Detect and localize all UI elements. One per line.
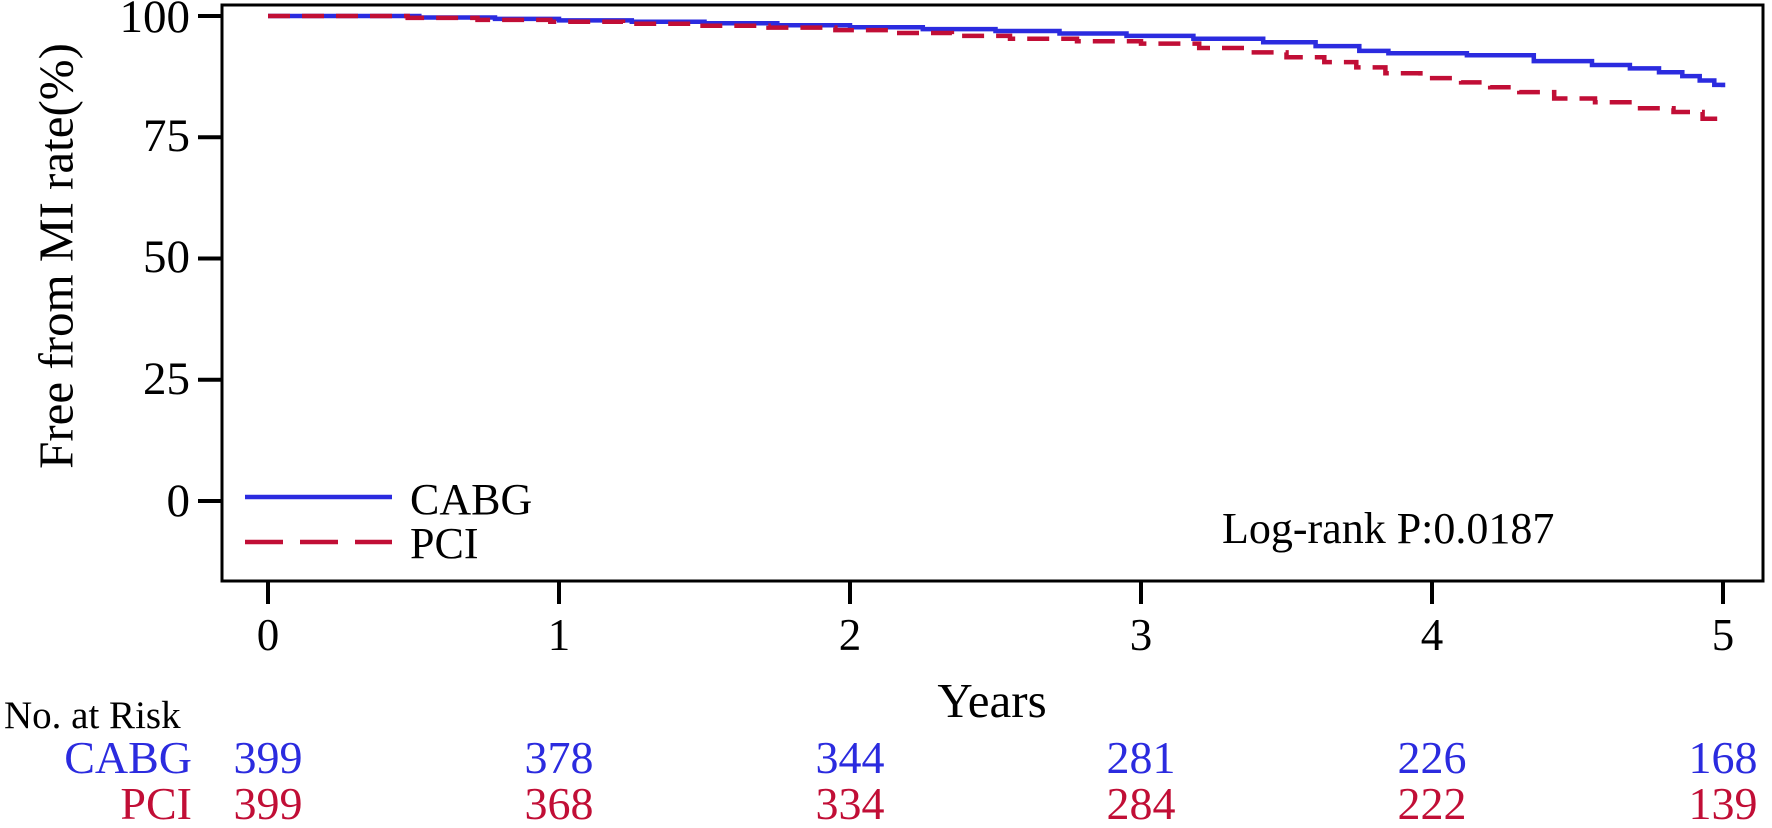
x-tick-label-2: 2 (838, 610, 862, 660)
y-tick-label-100: 100 (119, 0, 191, 43)
risk-value-cabg-5: 168 (1688, 732, 1758, 783)
x-tick-label-0: 0 (256, 610, 280, 660)
risk-row-label-cabg: CABG (64, 732, 192, 783)
log-rank-annotation: Log-rank P:0.0187 (1222, 504, 1555, 553)
risk-value-cabg-1: 378 (524, 732, 594, 783)
risk-value-pci-5: 139 (1688, 778, 1758, 828)
y-tick-label-0: 0 (166, 475, 191, 527)
risk-value-pci-0: 399 (233, 778, 303, 828)
risk-value-pci-4: 222 (1397, 778, 1467, 828)
x-tick-label-5: 5 (1711, 610, 1735, 660)
y-tick-label-75: 75 (143, 110, 190, 162)
risk-value-cabg-2: 344 (815, 732, 885, 783)
legend-label-pci: PCI (410, 519, 479, 568)
risk-value-pci-1: 368 (524, 778, 594, 828)
x-tick-label-1: 1 (547, 610, 571, 660)
risk-table-header: No. at Risk (4, 694, 181, 737)
y-tick-label-25: 25 (143, 353, 190, 405)
risk-value-pci-2: 334 (815, 778, 885, 828)
risk-value-pci-3: 284 (1106, 778, 1176, 828)
risk-value-cabg-0: 399 (233, 732, 303, 783)
x-axis-title: Years (937, 673, 1047, 728)
x-tick-label-3: 3 (1129, 610, 1153, 660)
risk-value-cabg-3: 281 (1106, 732, 1176, 783)
risk-value-cabg-4: 226 (1397, 732, 1467, 783)
risk-row-label-pci: PCI (120, 778, 192, 828)
x-tick-label-4: 4 (1420, 610, 1444, 660)
y-tick-label-50: 50 (143, 231, 190, 283)
legend-label-cabg: CABG (410, 475, 533, 524)
